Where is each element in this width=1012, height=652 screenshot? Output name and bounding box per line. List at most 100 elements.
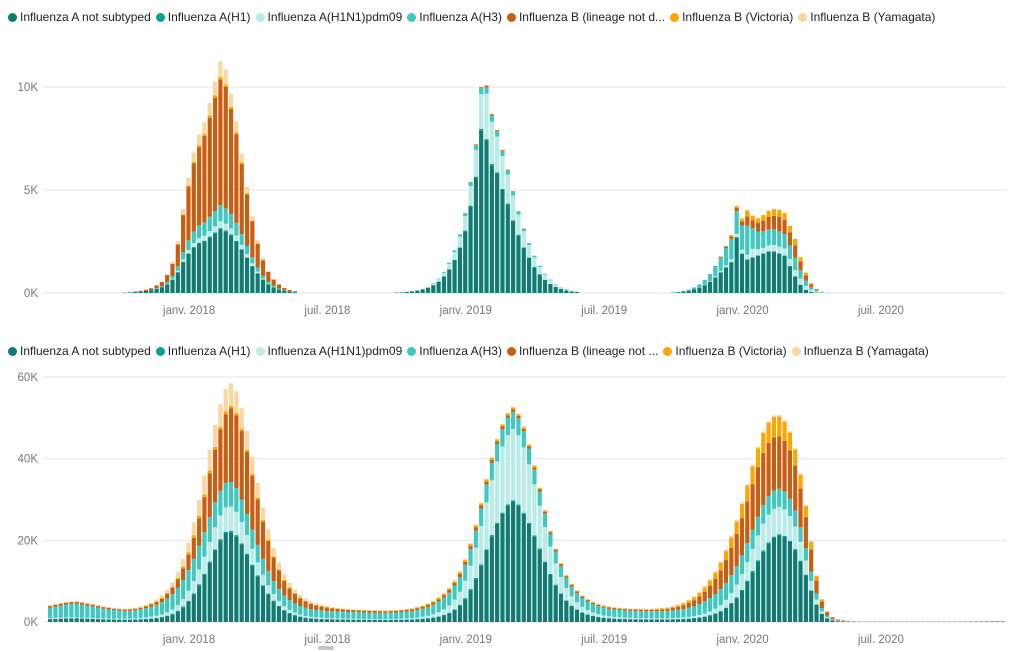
bar-segment[interactable] bbox=[585, 599, 590, 601]
bar-segment[interactable] bbox=[750, 466, 755, 485]
bar-segment[interactable] bbox=[276, 288, 282, 290]
bar-segment[interactable] bbox=[622, 610, 627, 618]
bar-segment[interactable] bbox=[90, 604, 95, 607]
bar-segment[interactable] bbox=[436, 616, 441, 622]
bar-segment[interactable] bbox=[175, 266, 180, 271]
bar-segment[interactable] bbox=[819, 599, 824, 602]
bar-segment[interactable] bbox=[74, 617, 79, 619]
bar-segment[interactable] bbox=[117, 609, 122, 611]
bar-segment[interactable] bbox=[473, 577, 478, 580]
bar-segment[interactable] bbox=[681, 619, 686, 622]
bar-segment[interactable] bbox=[761, 504, 766, 524]
bar-segment[interactable] bbox=[825, 611, 830, 613]
bar-segment[interactable] bbox=[729, 575, 734, 594]
bar-segment[interactable] bbox=[825, 618, 830, 622]
bar-segment[interactable] bbox=[649, 618, 654, 620]
bar-segment[interactable] bbox=[276, 569, 282, 571]
bar-segment[interactable] bbox=[633, 619, 638, 622]
bar-segment[interactable] bbox=[809, 284, 814, 288]
bar-segment[interactable] bbox=[207, 115, 212, 118]
bar-segment[interactable] bbox=[244, 534, 250, 554]
bar-segment[interactable] bbox=[511, 406, 516, 408]
bar-segment[interactable] bbox=[415, 290, 420, 293]
bar-segment[interactable] bbox=[564, 575, 569, 577]
bar-segment[interactable] bbox=[441, 592, 447, 594]
bar-segment[interactable] bbox=[399, 618, 404, 620]
bar-segment[interactable] bbox=[69, 603, 74, 618]
bar-segment[interactable] bbox=[138, 609, 143, 618]
bar-segment[interactable] bbox=[745, 216, 750, 226]
bar-segment[interactable] bbox=[266, 594, 271, 622]
bar-segment[interactable] bbox=[234, 488, 239, 512]
bar-segment[interactable] bbox=[633, 618, 638, 620]
legend-item[interactable]: Influenza B (Victoria) bbox=[670, 10, 793, 24]
bar-segment[interactable] bbox=[260, 275, 266, 279]
bar-segment[interactable] bbox=[814, 593, 819, 600]
bar-segment[interactable] bbox=[633, 610, 638, 619]
bar-segment[interactable] bbox=[739, 249, 745, 254]
bar-segment[interactable] bbox=[409, 618, 415, 620]
bar-segment[interactable] bbox=[441, 609, 447, 615]
bar-segment[interactable] bbox=[239, 428, 244, 432]
bar-segment[interactable] bbox=[835, 619, 840, 621]
bar-segment[interactable] bbox=[255, 482, 260, 498]
bar-segment[interactable] bbox=[527, 245, 532, 258]
bar-segment[interactable] bbox=[771, 508, 777, 537]
bar-segment[interactable] bbox=[425, 286, 431, 288]
bar-segment[interactable] bbox=[750, 228, 755, 249]
bar-segment[interactable] bbox=[282, 290, 287, 293]
bar-segment[interactable] bbox=[431, 617, 436, 622]
bar-segment[interactable] bbox=[244, 246, 250, 255]
bar-segment[interactable] bbox=[553, 286, 558, 293]
bar-segment[interactable] bbox=[175, 244, 180, 267]
bar-segment[interactable] bbox=[436, 597, 441, 598]
bar-segment[interactable] bbox=[282, 595, 287, 607]
bar-segment[interactable] bbox=[590, 602, 596, 603]
bar-segment[interactable] bbox=[734, 533, 739, 567]
bar-segment[interactable] bbox=[489, 114, 494, 116]
bar-segment[interactable] bbox=[729, 547, 734, 576]
bar-segment[interactable] bbox=[298, 598, 303, 607]
bar-segment[interactable] bbox=[798, 474, 803, 489]
bar-segment[interactable] bbox=[484, 85, 489, 86]
bar-segment[interactable] bbox=[212, 446, 218, 450]
bar-segment[interactable] bbox=[298, 614, 303, 617]
bar-segment[interactable] bbox=[319, 606, 324, 611]
bar-segment[interactable] bbox=[218, 429, 223, 491]
bar-segment[interactable] bbox=[260, 260, 266, 276]
bar-segment[interactable] bbox=[127, 610, 133, 619]
bar-segment[interactable] bbox=[308, 601, 313, 604]
bar-segment[interactable] bbox=[521, 447, 526, 513]
bar-segment[interactable] bbox=[814, 575, 819, 581]
bar-segment[interactable] bbox=[117, 608, 122, 609]
bar-segment[interactable] bbox=[527, 464, 532, 524]
bar-segment[interactable] bbox=[612, 618, 617, 622]
bar-segment[interactable] bbox=[803, 575, 808, 622]
bar-segment[interactable] bbox=[798, 561, 803, 622]
bar-segment[interactable] bbox=[335, 608, 340, 612]
bar-segment[interactable] bbox=[191, 247, 196, 293]
bar-segment[interactable] bbox=[202, 240, 207, 242]
bar-segment[interactable] bbox=[351, 610, 356, 613]
bar-segment[interactable] bbox=[95, 618, 101, 619]
bar-segment[interactable] bbox=[314, 618, 319, 622]
bar-segment[interactable] bbox=[175, 270, 180, 273]
bar-segment[interactable] bbox=[197, 545, 202, 570]
bar-segment[interactable] bbox=[271, 547, 276, 557]
bar-segment[interactable] bbox=[457, 591, 463, 605]
bar-segment[interactable] bbox=[441, 271, 447, 273]
bar-segment[interactable] bbox=[516, 413, 521, 415]
bar-segment[interactable] bbox=[165, 275, 170, 283]
bar-segment[interactable] bbox=[260, 574, 266, 586]
bar-segment[interactable] bbox=[425, 604, 431, 607]
bar-segment[interactable] bbox=[74, 603, 79, 618]
bar-segment[interactable] bbox=[718, 605, 723, 611]
bar-segment[interactable] bbox=[250, 475, 255, 530]
bar-segment[interactable] bbox=[569, 586, 574, 597]
bar-segment[interactable] bbox=[532, 469, 537, 485]
bar-segment[interactable] bbox=[825, 612, 830, 616]
bar-segment[interactable] bbox=[175, 272, 180, 293]
bar-segment[interactable] bbox=[420, 605, 425, 606]
bar-segment[interactable] bbox=[702, 613, 707, 617]
bar-segment[interactable] bbox=[228, 531, 234, 533]
